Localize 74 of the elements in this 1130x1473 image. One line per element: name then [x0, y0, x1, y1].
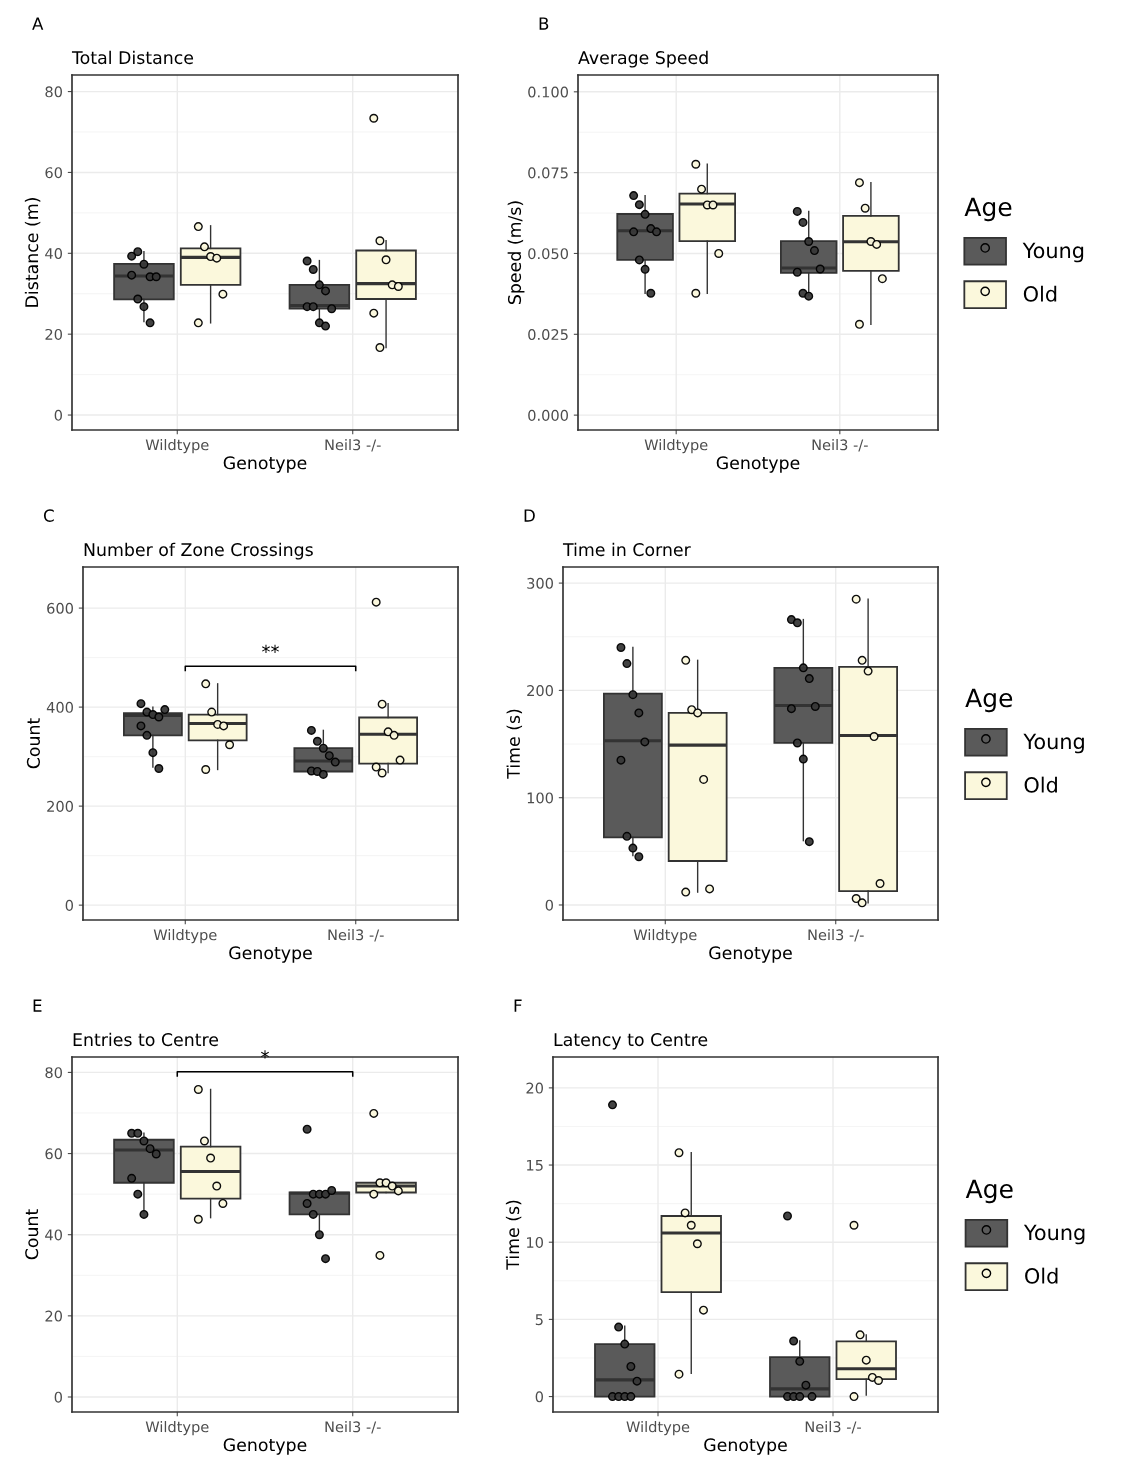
text: C: [43, 509, 54, 522]
text: F: [514, 999, 522, 1012]
legend-label: Old: [1023, 285, 1057, 302]
y-tick-label: 200: [47, 800, 73, 812]
y-tick-label: 0.000: [528, 409, 568, 421]
chart-title: Total Distance: [71, 50, 194, 65]
y-tick-label: 40: [45, 1229, 62, 1241]
chart-title: Average Speed: [578, 50, 708, 68]
y-tick-label: 0.075: [528, 167, 568, 179]
y-tick-label: 600: [47, 602, 73, 614]
y-axis-title: Count: [26, 718, 40, 769]
y-tick-label: 0: [54, 1391, 62, 1403]
legend-label: Young: [1023, 733, 1084, 754]
x-tick-label: Wildtype: [145, 1421, 209, 1436]
y-tick-label: 0.100: [528, 86, 568, 98]
y-tick-label: 100: [527, 792, 553, 804]
y-tick-label: 40: [45, 248, 62, 260]
y-tick-label: 0: [54, 409, 62, 421]
y-tick-label: 20: [526, 1082, 543, 1094]
x-tick-label: Neil3 -/-: [812, 439, 868, 452]
y-axis-title: Count: [25, 1209, 39, 1260]
y-tick-label: 20: [45, 1310, 62, 1322]
y-axis-title: Distance (m): [24, 198, 41, 307]
annotation: **: [262, 644, 279, 654]
y-tick-label: 10: [527, 1236, 543, 1248]
legend-label: Young: [1023, 1224, 1085, 1245]
x-tick-label: Neil3 -/-: [805, 1421, 861, 1434]
y-axis-title: Speed (m/s): [507, 201, 525, 304]
y-tick-label: 80: [45, 1067, 62, 1079]
text: B: [539, 17, 549, 30]
x-tick-label: Neil3 -/-: [328, 929, 384, 942]
legend-label: Young: [1022, 242, 1084, 263]
x-axis-title: Genotype: [229, 946, 312, 963]
text: A: [32, 17, 44, 30]
y-tick-label: 60: [45, 167, 62, 179]
x-tick-label: Wildtype: [644, 439, 708, 454]
y-tick-label: 5: [535, 1314, 543, 1326]
x-tick-label: Neil3 -/-: [325, 1421, 381, 1434]
y-tick-label: 0.050: [528, 248, 568, 260]
x-tick-label: Neil3 -/-: [808, 929, 864, 942]
legend-title: Age: [965, 688, 1013, 713]
legend-title: Age: [965, 1179, 1013, 1204]
text: E: [33, 999, 42, 1012]
chart-title: Latency to Centre: [554, 1033, 708, 1050]
x-axis-title: Genotype: [223, 1438, 307, 1455]
y-axis-title: Time (s): [505, 1200, 522, 1270]
x-axis-title: Genotype: [709, 946, 792, 963]
y-tick-label: 0.025: [528, 329, 568, 341]
x-tick-label: Wildtype: [153, 929, 217, 944]
y-tick-label: 60: [45, 1148, 62, 1160]
y-tick-label: 80: [45, 86, 62, 98]
x-tick-label: Wildtype: [145, 439, 209, 454]
chart-title: Time in Corner: [562, 542, 691, 557]
y-tick-label: 0: [545, 899, 553, 911]
x-axis-title: Genotype: [716, 456, 800, 473]
x-tick-label: Wildtype: [626, 1421, 690, 1436]
legend-title: Age: [964, 197, 1012, 222]
y-tick-label: 20: [45, 328, 62, 340]
text: D: [524, 509, 535, 522]
y-tick-label: 300: [527, 577, 553, 589]
y-tick-label: 0: [65, 899, 73, 911]
legend-label: Old: [1024, 776, 1057, 793]
y-tick-label: 200: [527, 685, 553, 697]
x-tick-label: Neil3 -/-: [325, 439, 381, 452]
y-tick-label: 15: [527, 1159, 543, 1171]
x-axis-title: Genotype: [704, 1438, 787, 1455]
chart-title: Entries to Centre: [73, 1032, 219, 1047]
chart-title: Number of Zone Crossings: [84, 542, 313, 560]
legend-label: Old: [1025, 1267, 1058, 1284]
y-tick-label: 0: [535, 1391, 543, 1403]
x-tick-label: Wildtype: [633, 929, 697, 944]
x-axis-title: Genotype: [223, 456, 307, 473]
y-tick-label: 400: [46, 701, 73, 713]
y-axis-title: Time (s): [506, 709, 523, 779]
